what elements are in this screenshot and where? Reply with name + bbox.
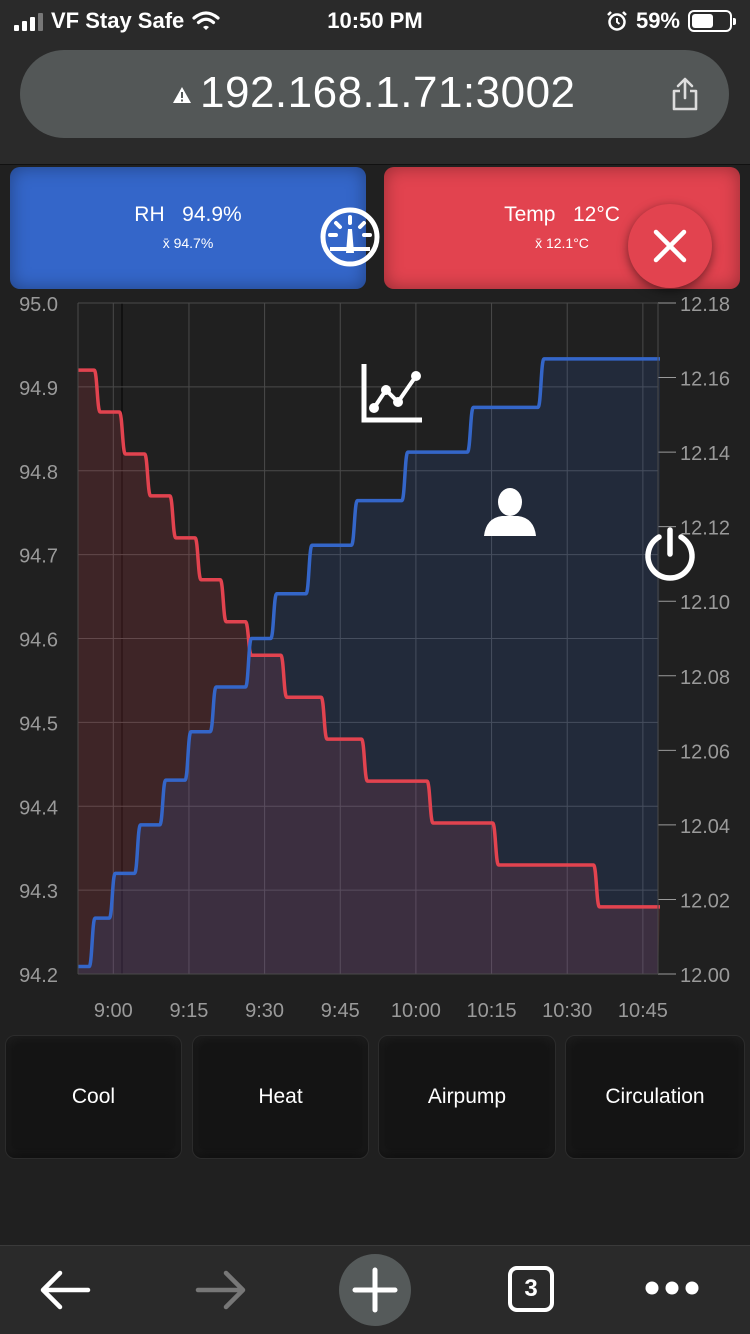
x-tick-label: 10:15 bbox=[467, 1000, 517, 1022]
browser-header: 192.168.1.71:3002 bbox=[0, 40, 750, 165]
y-right-tick-label: 12.10 bbox=[680, 592, 730, 614]
rh-value: 94.9% bbox=[182, 203, 242, 226]
tab-count: 3 bbox=[524, 1275, 538, 1302]
y-right-tick-label: 12.18 bbox=[680, 294, 730, 316]
x-tick-label: 10:00 bbox=[391, 1000, 441, 1022]
y-left-tick-label: 94.6 bbox=[19, 630, 58, 652]
forward-icon[interactable] bbox=[194, 1268, 248, 1312]
chart-icon[interactable] bbox=[360, 362, 424, 424]
x-tick-label: 10:30 bbox=[542, 1000, 592, 1022]
series-0-area bbox=[78, 370, 660, 975]
close-button[interactable] bbox=[628, 204, 712, 288]
rh-card[interactable]: RH 94.9% x̄ 94.7% bbox=[10, 167, 366, 289]
airpump-label: Airpump bbox=[427, 1085, 507, 1108]
carrier-label: VF Stay Safe bbox=[51, 8, 185, 33]
clock: 10:50 PM bbox=[327, 8, 423, 33]
x-tick-label: 9:15 bbox=[169, 1000, 208, 1022]
y-right-tick-label: 12.14 bbox=[680, 443, 730, 465]
cool-label: Cool bbox=[71, 1085, 116, 1108]
heat-button[interactable]: Heat bbox=[192, 1035, 369, 1159]
gauge-icon[interactable] bbox=[318, 205, 382, 269]
user-icon[interactable] bbox=[482, 486, 538, 538]
y-right-tick-label: 12.08 bbox=[680, 667, 730, 689]
new-tab-icon bbox=[352, 1267, 398, 1313]
rh-label: RH bbox=[134, 203, 165, 226]
x-tick-label: 10:45 bbox=[618, 1000, 668, 1022]
warning-icon bbox=[173, 87, 191, 103]
y-left-tick-label: 94.5 bbox=[19, 713, 58, 735]
y-left-tick-label: 94.9 bbox=[19, 378, 58, 400]
status-bar: VF Stay Safe 10:50 PM 59% bbox=[0, 0, 750, 40]
new-tab-button[interactable] bbox=[339, 1254, 411, 1326]
temp-reading: Temp 12°C bbox=[384, 203, 740, 227]
temp-label: Temp bbox=[504, 203, 556, 226]
power-icon[interactable] bbox=[642, 527, 698, 583]
share-icon[interactable] bbox=[669, 76, 701, 112]
series-1-line bbox=[78, 357, 660, 969]
y-left-tick-label: 94.2 bbox=[19, 965, 58, 987]
airpump-button[interactable]: Airpump bbox=[378, 1035, 556, 1159]
y-right-tick-label: 12.00 bbox=[680, 965, 730, 987]
more-icon[interactable] bbox=[644, 1280, 700, 1296]
x-tick-label: 9:30 bbox=[245, 1000, 284, 1022]
y-left-tick-label: 95.0 bbox=[19, 294, 58, 316]
heat-label: Heat bbox=[258, 1085, 303, 1108]
cool-button[interactable]: Cool bbox=[5, 1035, 182, 1159]
y-right-tick-label: 12.16 bbox=[680, 369, 730, 391]
battery-percent: 59% bbox=[635, 8, 680, 33]
address-bar[interactable]: 192.168.1.71:3002 bbox=[20, 50, 729, 138]
signal-icon bbox=[14, 11, 43, 31]
temp-value: 12°C bbox=[572, 203, 620, 226]
rh-reading: RH 94.9% bbox=[10, 203, 366, 227]
wifi-icon bbox=[192, 11, 220, 30]
y-right-tick-label: 12.04 bbox=[680, 816, 730, 838]
tabs-button[interactable]: 3 bbox=[508, 1266, 554, 1312]
x-tick-label: 9:45 bbox=[321, 1000, 360, 1022]
alarm-icon bbox=[607, 11, 627, 31]
battery-icon bbox=[688, 10, 736, 32]
temp-mean: x̄ 12.1°C bbox=[535, 235, 589, 251]
y-right-tick-label: 12.02 bbox=[680, 890, 730, 912]
circulation-button[interactable]: Circulation bbox=[565, 1035, 745, 1159]
x-tick-label: 9:00 bbox=[94, 1000, 133, 1022]
circulation-label: Circulation bbox=[605, 1085, 705, 1108]
back-icon[interactable] bbox=[38, 1268, 92, 1312]
url-text: 192.168.1.71:3002 bbox=[200, 68, 576, 117]
rh-mean: x̄ 94.7% bbox=[162, 235, 214, 251]
close-icon bbox=[653, 229, 687, 263]
series-0-line bbox=[78, 368, 660, 909]
y-left-tick-label: 94.7 bbox=[19, 546, 58, 568]
y-right-tick-label: 12.12 bbox=[680, 518, 730, 540]
y-left-tick-label: 94.3 bbox=[19, 881, 58, 903]
browser-toolbar: 3 bbox=[0, 1245, 750, 1334]
y-right-tick-label: 12.06 bbox=[680, 741, 730, 763]
y-left-tick-label: 94.8 bbox=[19, 462, 58, 484]
y-left-tick-label: 94.4 bbox=[19, 797, 58, 819]
